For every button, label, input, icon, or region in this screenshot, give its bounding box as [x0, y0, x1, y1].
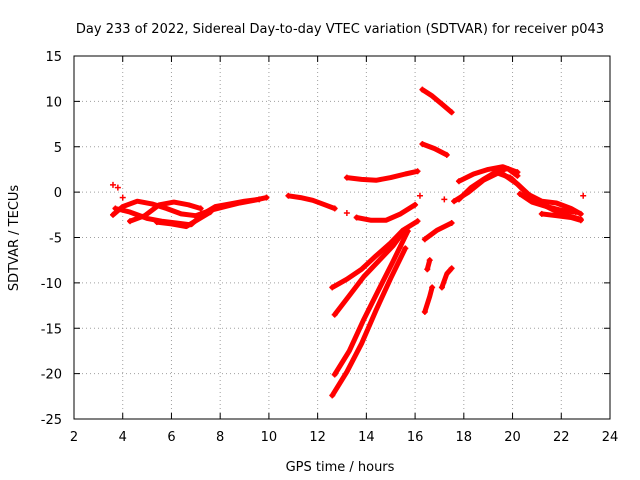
data-point — [577, 210, 584, 217]
data-point — [509, 176, 516, 183]
x-tick-label: 16 — [407, 430, 424, 445]
x-tick-label: 2 — [70, 430, 78, 445]
data-point — [455, 178, 462, 185]
data-series-arc-g — [354, 202, 418, 223]
data-point — [580, 192, 587, 199]
x-axis-label: GPS time / hours — [286, 460, 395, 475]
data-series-arc-o — [422, 284, 435, 315]
x-tick-label: 24 — [602, 430, 619, 445]
data-point — [421, 236, 428, 243]
data-point — [514, 169, 521, 176]
data-point — [572, 209, 579, 216]
x-tick-label: 14 — [358, 430, 375, 445]
data-point — [499, 170, 506, 177]
data-series-arc-j — [329, 245, 408, 398]
data-point — [416, 192, 423, 199]
y-tick-label: -10 — [41, 277, 62, 292]
data-point — [412, 201, 419, 208]
data-point — [426, 257, 433, 264]
y-tick-label: -20 — [41, 368, 62, 383]
data-point — [343, 209, 350, 216]
data-point — [353, 214, 360, 221]
data-point — [197, 205, 204, 212]
data-point — [329, 284, 336, 291]
y-tick-label: 5 — [54, 141, 62, 156]
data-point — [331, 371, 338, 378]
y-tick-label: -25 — [41, 413, 62, 428]
data-series-arc-m — [419, 141, 450, 158]
data-point — [114, 184, 121, 191]
data-point — [451, 198, 458, 205]
x-tick-label: 18 — [456, 430, 473, 445]
data-series-arc-s — [456, 164, 520, 184]
data-point — [441, 196, 448, 203]
data-point — [538, 210, 545, 217]
data-point — [414, 218, 421, 225]
data-point — [414, 168, 421, 175]
y-axis-label: SDTVAR / TECUs — [7, 185, 22, 292]
data-point — [112, 205, 119, 212]
data-point — [438, 284, 445, 291]
y-tick-label: 0 — [54, 186, 62, 201]
x-tick-label: 12 — [309, 430, 326, 445]
y-tick-label: 10 — [45, 95, 62, 110]
x-tick-label: 4 — [119, 430, 127, 445]
y-tick-label: 15 — [45, 50, 62, 65]
data-series-arc-w — [517, 191, 579, 215]
data-point — [263, 194, 270, 201]
data-point — [119, 194, 126, 201]
data-point — [285, 192, 292, 199]
data-series-arc-n — [422, 220, 455, 242]
data-series-arc-x — [539, 211, 584, 223]
data-point — [448, 219, 455, 226]
data-point — [331, 311, 338, 318]
data-layer — [109, 86, 587, 399]
data-point — [577, 217, 584, 224]
data-series-arc-i — [332, 226, 408, 318]
data-point — [109, 211, 116, 218]
data-point — [207, 209, 214, 216]
data-point — [448, 109, 455, 116]
data-point — [443, 151, 450, 158]
data-series-arc-f — [344, 168, 420, 183]
y-tick-label: -15 — [41, 322, 62, 337]
x-tick-label: 22 — [553, 430, 570, 445]
data-point — [516, 190, 523, 197]
data-point — [153, 219, 160, 226]
data-point — [448, 265, 455, 272]
data-point — [429, 284, 436, 291]
data-point — [404, 228, 411, 235]
data-point — [331, 205, 338, 212]
data-series-arc-l — [419, 87, 455, 115]
data-series-arc-c — [127, 199, 204, 224]
data-series-arc-d — [154, 209, 213, 230]
data-point — [424, 266, 431, 273]
data-point — [421, 308, 428, 315]
data-point — [419, 86, 426, 93]
data-point — [127, 218, 134, 225]
data-point — [343, 174, 350, 181]
chart-title: Day 233 of 2022, Sidereal Day-to-day VTE… — [76, 22, 604, 37]
data-series-arc-k — [332, 228, 411, 377]
data-point — [402, 245, 409, 252]
data-series-arc-q — [439, 265, 455, 290]
x-tick-label: 10 — [261, 430, 278, 445]
data-point — [256, 196, 263, 203]
x-tick-label: 20 — [504, 430, 521, 445]
data-point — [109, 181, 116, 188]
y-tick-label: -5 — [49, 232, 62, 247]
data-point — [419, 141, 426, 148]
data-point — [455, 196, 462, 203]
x-tick-label: 8 — [216, 430, 224, 445]
data-point — [329, 392, 336, 399]
x-tick-label: 6 — [167, 430, 175, 445]
data-series-arc-e — [285, 193, 338, 211]
